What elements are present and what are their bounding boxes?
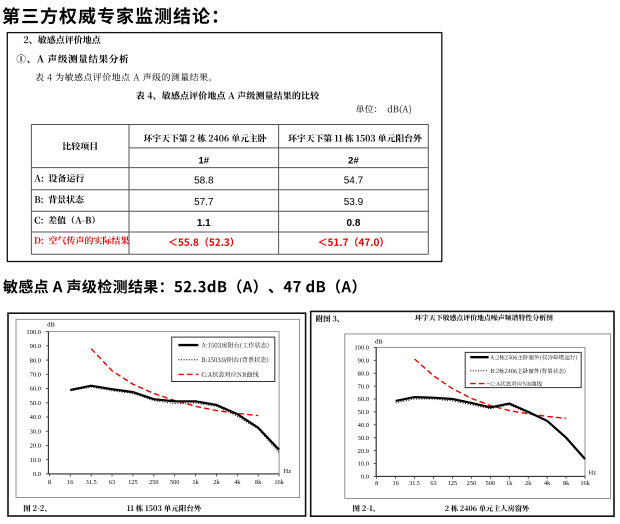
svg-text:54.7: 54.7 (344, 176, 364, 187)
svg-text:dB: dB (375, 338, 383, 345)
svg-text:31.5: 31.5 (409, 480, 420, 487)
svg-text:500: 500 (170, 479, 179, 486)
svg-text:2k: 2k (213, 479, 220, 486)
svg-text:63: 63 (109, 479, 115, 486)
svg-text:90.0: 90.0 (358, 358, 369, 365)
svg-text:250: 250 (467, 480, 476, 487)
svg-text:16k: 16k (274, 479, 284, 486)
svg-text:0.8: 0.8 (346, 218, 360, 229)
svg-text:10.0: 10.0 (358, 461, 369, 468)
svg-text:4k: 4k (544, 480, 551, 487)
svg-text:8k: 8k (255, 479, 262, 486)
svg-text:2#: 2# (348, 155, 359, 166)
svg-text:10.0: 10.0 (30, 457, 41, 464)
svg-text:40.0: 40.0 (30, 414, 41, 421)
svg-text:50.0: 50.0 (358, 409, 369, 416)
svg-text:58.8: 58.8 (194, 176, 214, 187)
svg-text:500: 500 (486, 480, 495, 487)
svg-text:80.0: 80.0 (358, 370, 369, 377)
svg-text:16: 16 (392, 480, 398, 487)
svg-text:0.0: 0.0 (33, 471, 41, 478)
svg-text:70.0: 70.0 (358, 383, 369, 390)
svg-text:30.0: 30.0 (358, 435, 369, 442)
svg-text:8k: 8k (563, 480, 570, 487)
svg-text:50.0: 50.0 (30, 400, 41, 407)
svg-text:70.0: 70.0 (30, 371, 41, 378)
svg-text:30.0: 30.0 (30, 428, 41, 435)
svg-text:16k: 16k (580, 480, 590, 487)
svg-text:57.7: 57.7 (194, 197, 214, 208)
svg-text:125: 125 (128, 479, 137, 486)
svg-text:8: 8 (375, 480, 378, 487)
svg-text:80.0: 80.0 (30, 357, 41, 364)
svg-text:1#: 1# (199, 155, 210, 166)
svg-text:53.9: 53.9 (344, 197, 364, 208)
svg-text:8: 8 (48, 479, 51, 486)
svg-text:100.0: 100.0 (26, 329, 41, 336)
svg-text:Hz: Hz (284, 468, 292, 475)
svg-text:31.5: 31.5 (86, 479, 97, 486)
svg-text:16: 16 (67, 479, 73, 486)
svg-text:60.0: 60.0 (358, 396, 369, 403)
svg-text:1.1: 1.1 (197, 218, 211, 229)
svg-text:Hz: Hz (589, 470, 597, 477)
svg-text:0.0: 0.0 (361, 474, 369, 481)
svg-text:40.0: 40.0 (358, 422, 369, 429)
svg-text:20.0: 20.0 (30, 443, 41, 450)
svg-text:250: 250 (149, 479, 158, 486)
svg-text:1k: 1k (506, 480, 513, 487)
svg-text:125: 125 (448, 480, 457, 487)
svg-text:90.0: 90.0 (30, 343, 41, 350)
svg-text:63: 63 (430, 480, 436, 487)
svg-text:4k: 4k (234, 479, 241, 486)
svg-text:1k: 1k (192, 479, 199, 486)
svg-text:100.0: 100.0 (354, 345, 369, 352)
svg-text:2k: 2k (525, 480, 532, 487)
svg-text:dB: dB (47, 321, 55, 328)
svg-text:20.0: 20.0 (358, 448, 369, 455)
svg-text:60.0: 60.0 (30, 386, 41, 393)
